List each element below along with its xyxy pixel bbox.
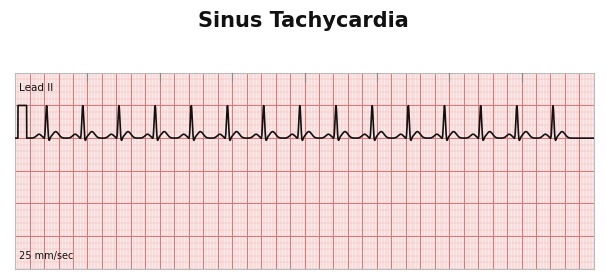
Text: Lead II: Lead II: [19, 83, 54, 93]
Text: Sinus Tachycardia: Sinus Tachycardia: [198, 11, 408, 31]
Text: 25 mm/sec: 25 mm/sec: [19, 251, 74, 261]
